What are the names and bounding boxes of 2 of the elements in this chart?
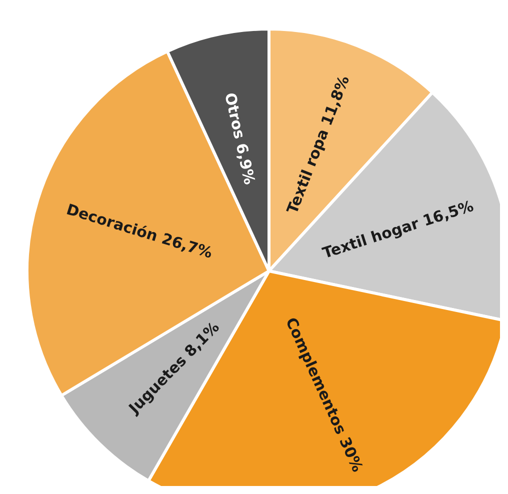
slice-label: Textil hogar 16,5%	[320, 196, 476, 262]
slice-label: Otros 6,9%	[221, 91, 259, 186]
